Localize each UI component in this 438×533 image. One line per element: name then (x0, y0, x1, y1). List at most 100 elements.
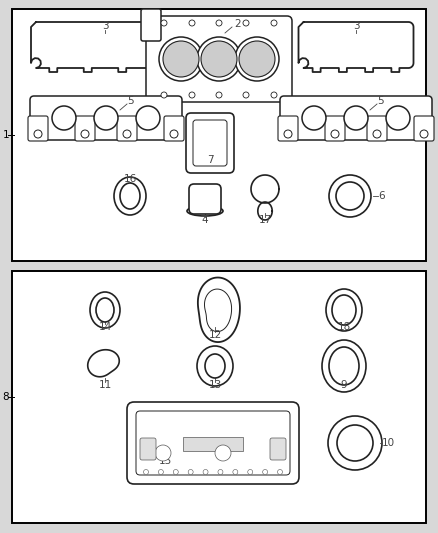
Bar (12, 271, 426, 523)
FancyBboxPatch shape (367, 116, 387, 141)
Text: 15: 15 (159, 456, 172, 466)
FancyBboxPatch shape (414, 116, 434, 141)
Circle shape (173, 470, 178, 474)
FancyBboxPatch shape (278, 116, 298, 141)
Ellipse shape (337, 425, 373, 461)
Circle shape (248, 470, 253, 474)
Text: 8: 8 (3, 392, 9, 402)
FancyBboxPatch shape (193, 120, 227, 166)
FancyBboxPatch shape (30, 96, 182, 140)
Circle shape (159, 37, 203, 81)
Circle shape (331, 130, 339, 138)
Circle shape (239, 41, 275, 77)
Ellipse shape (94, 106, 118, 130)
Ellipse shape (52, 106, 76, 130)
Circle shape (159, 470, 163, 474)
Text: 13: 13 (208, 380, 222, 390)
Polygon shape (205, 289, 232, 332)
Ellipse shape (328, 416, 382, 470)
Circle shape (170, 130, 178, 138)
Ellipse shape (322, 340, 366, 392)
Text: 3: 3 (102, 21, 108, 31)
Circle shape (34, 130, 42, 138)
Ellipse shape (90, 292, 120, 328)
Text: 5: 5 (127, 96, 133, 106)
Circle shape (201, 41, 237, 77)
Text: 18: 18 (337, 322, 351, 332)
Circle shape (144, 470, 148, 474)
Circle shape (161, 20, 167, 26)
Circle shape (271, 20, 277, 26)
Circle shape (216, 20, 222, 26)
Text: 11: 11 (99, 380, 112, 390)
FancyBboxPatch shape (164, 116, 184, 141)
Ellipse shape (136, 106, 160, 130)
Ellipse shape (114, 177, 146, 215)
Circle shape (218, 470, 223, 474)
Circle shape (197, 37, 241, 81)
Circle shape (373, 130, 381, 138)
Circle shape (215, 445, 231, 461)
Ellipse shape (187, 206, 223, 216)
Circle shape (233, 470, 238, 474)
Circle shape (163, 41, 199, 77)
Ellipse shape (336, 182, 364, 210)
Ellipse shape (329, 347, 359, 385)
Circle shape (235, 37, 279, 81)
FancyBboxPatch shape (117, 116, 137, 141)
Text: 6: 6 (379, 191, 385, 201)
Ellipse shape (120, 183, 140, 209)
FancyBboxPatch shape (75, 116, 95, 141)
Ellipse shape (332, 295, 356, 325)
Bar (12, 9, 426, 261)
Ellipse shape (326, 289, 362, 331)
Text: 10: 10 (381, 438, 395, 448)
Text: 9: 9 (341, 380, 347, 390)
Circle shape (189, 20, 195, 26)
Text: 3: 3 (353, 21, 359, 31)
Text: 4: 4 (201, 215, 208, 225)
Ellipse shape (344, 106, 368, 130)
Text: 17: 17 (258, 215, 272, 225)
Ellipse shape (197, 346, 233, 386)
FancyBboxPatch shape (280, 96, 432, 140)
Circle shape (278, 470, 283, 474)
Circle shape (284, 130, 292, 138)
Ellipse shape (205, 354, 225, 378)
FancyBboxPatch shape (186, 113, 234, 173)
Circle shape (216, 92, 222, 98)
Circle shape (81, 130, 89, 138)
Circle shape (243, 92, 249, 98)
Polygon shape (88, 350, 119, 377)
Circle shape (161, 92, 167, 98)
Text: 5: 5 (377, 96, 383, 106)
Circle shape (188, 470, 193, 474)
Text: 14: 14 (99, 322, 112, 332)
Circle shape (189, 92, 195, 98)
FancyBboxPatch shape (127, 402, 299, 484)
Circle shape (271, 92, 277, 98)
Circle shape (263, 470, 268, 474)
FancyBboxPatch shape (270, 438, 286, 460)
Ellipse shape (329, 175, 371, 217)
Circle shape (243, 20, 249, 26)
Text: 12: 12 (208, 330, 222, 340)
Circle shape (203, 470, 208, 474)
Text: 2: 2 (235, 19, 241, 29)
FancyBboxPatch shape (325, 116, 345, 141)
Text: 7: 7 (207, 155, 213, 165)
Text: 16: 16 (124, 174, 137, 184)
FancyBboxPatch shape (140, 438, 156, 460)
FancyBboxPatch shape (28, 116, 48, 141)
Circle shape (155, 445, 171, 461)
Ellipse shape (302, 106, 326, 130)
Ellipse shape (96, 298, 114, 322)
FancyBboxPatch shape (146, 16, 292, 102)
Ellipse shape (386, 106, 410, 130)
FancyBboxPatch shape (141, 9, 161, 41)
Bar (183, 437, 243, 451)
Polygon shape (198, 278, 240, 342)
Circle shape (123, 130, 131, 138)
FancyBboxPatch shape (189, 184, 221, 214)
Text: 1: 1 (3, 130, 9, 140)
